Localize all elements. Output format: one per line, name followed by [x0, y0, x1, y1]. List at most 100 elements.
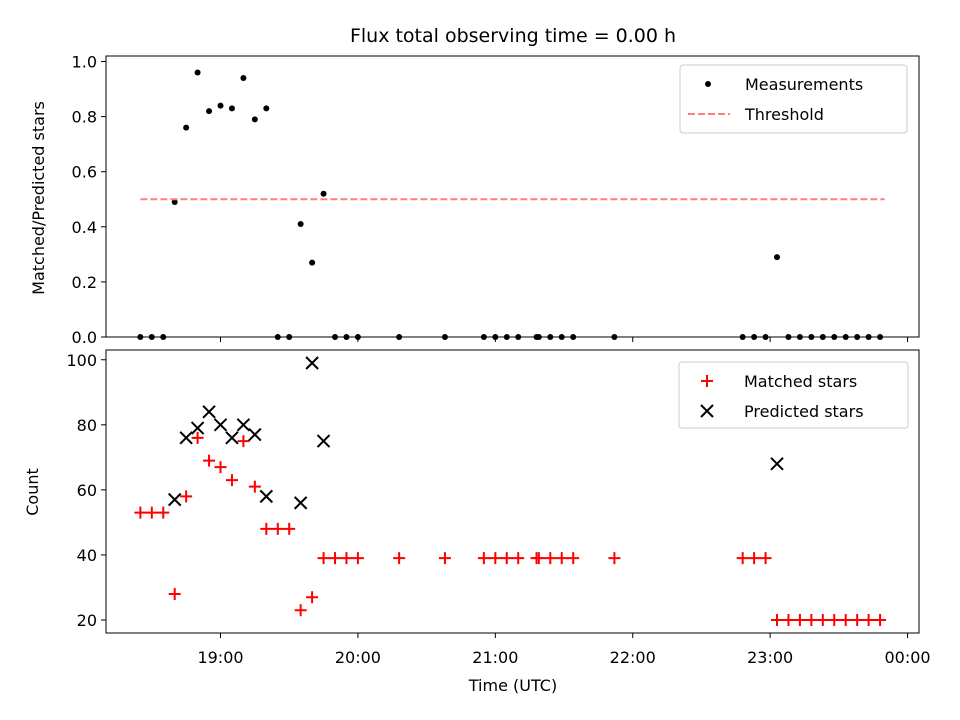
matched-stars-point — [805, 613, 818, 626]
plot-frame — [105, 349, 920, 634]
measurement-point — [251, 116, 258, 123]
legend: Measurements Threshold — [679, 64, 908, 134]
y-tick-label: 40 — [77, 546, 97, 565]
legend-measurement-swatch — [705, 81, 711, 87]
y-tick-label: 80 — [77, 416, 97, 435]
x-tick-label: 23:00 — [747, 648, 793, 667]
matched-stars-point — [248, 480, 261, 493]
legend-box — [679, 64, 908, 134]
legend-label: Threshold — [744, 105, 824, 124]
y-tick-label: 0.4 — [72, 218, 97, 237]
top-y-axis-label: Matched/Predicted stars — [29, 101, 48, 295]
predicted-stars-point — [259, 489, 274, 504]
matched-stars-point — [306, 591, 319, 604]
measurement-point — [228, 105, 235, 112]
legend-label: Matched stars — [744, 372, 857, 391]
legend-label: Measurements — [745, 75, 863, 94]
matched-stars-point — [294, 604, 307, 617]
matched-stars-point — [214, 461, 227, 474]
matched-stars-point — [793, 613, 806, 626]
measurement-point — [240, 75, 247, 82]
x-tick-label: 21:00 — [472, 648, 518, 667]
y-tick-label: 100 — [66, 351, 97, 370]
matched-stars-point — [759, 552, 772, 565]
series-matched-stars — [134, 431, 887, 626]
matched-stars-point — [532, 552, 545, 565]
matched-stars-point — [237, 435, 250, 448]
measurement-point — [206, 108, 213, 115]
y-tick-label: 0.2 — [72, 273, 97, 292]
predicted-stars-point — [305, 356, 319, 370]
matched-stars-point — [608, 552, 621, 565]
measurement-point — [309, 259, 316, 266]
matched-stars-point — [544, 552, 557, 565]
matched-stars-point — [351, 552, 364, 565]
matched-stars-point — [567, 552, 580, 565]
matched-stars-point — [500, 552, 513, 565]
measurement-point — [194, 69, 201, 76]
x-tick-label: 22:00 — [610, 648, 656, 667]
predicted-stars-point — [293, 496, 308, 510]
matched-stars-point — [329, 552, 342, 565]
matched-stars-point — [816, 613, 829, 626]
legend-matched-swatch — [701, 375, 713, 387]
matched-stars-point — [748, 552, 761, 565]
matched-stars-point — [180, 490, 193, 503]
measurement-point — [297, 221, 304, 228]
predicted-stars-point — [167, 492, 182, 507]
predicted-stars-point — [316, 434, 331, 448]
x-axis-label: Time (UTC) — [468, 676, 557, 695]
predicted-stars-point — [179, 431, 193, 445]
measurement-point — [263, 105, 270, 112]
matched-stars-point — [145, 506, 158, 519]
plot-frame — [105, 55, 920, 338]
x-tick-label: 20:00 — [335, 648, 381, 667]
predicted-stars-point — [202, 405, 216, 419]
predicted-stars-point — [213, 418, 228, 432]
matched-stars-point — [489, 552, 502, 565]
predicted-stars-point — [770, 457, 784, 471]
measurement-point — [217, 102, 224, 109]
matched-stars-point — [191, 431, 204, 444]
matched-stars-point — [168, 587, 181, 600]
y-tick-label: 20 — [77, 611, 97, 630]
matched-stars-point — [271, 522, 284, 535]
matched-stars-point — [134, 506, 147, 519]
matched-stars-point — [851, 613, 864, 626]
matched-stars-point — [874, 613, 887, 626]
matched-stars-point — [393, 552, 406, 565]
matched-stars-point — [736, 552, 749, 565]
x-tick-label: 19:00 — [197, 648, 243, 667]
measurement-point — [320, 190, 327, 197]
matched-stars-point — [438, 552, 451, 565]
chart-title: Flux total observing time = 0.00 h — [350, 25, 676, 47]
measurement-point — [171, 199, 178, 206]
matched-stars-point — [225, 474, 238, 487]
matched-stars-point — [260, 522, 273, 535]
matched-stars-point — [203, 454, 216, 467]
matched-stars-point — [317, 552, 330, 565]
matched-stars-point — [157, 506, 170, 519]
predicted-stars-point — [190, 421, 205, 435]
legend: Matched stars Predicted stars — [678, 361, 909, 429]
x-tick-label: 00:00 — [884, 648, 930, 667]
matched-stars-point — [828, 613, 841, 626]
measurement-point — [183, 124, 190, 131]
matched-stars-point — [839, 613, 852, 626]
legend-predicted-swatch — [700, 404, 714, 418]
matched-stars-point — [555, 552, 568, 565]
predicted-stars-point — [225, 431, 239, 445]
matched-stars-point — [477, 552, 490, 565]
y-tick-label: 0.6 — [72, 163, 97, 182]
matched-stars-point — [862, 613, 875, 626]
matched-stars-point — [340, 552, 353, 565]
legend-box — [678, 361, 909, 429]
y-tick-label: 0.8 — [72, 108, 97, 127]
y-tick-label: 60 — [77, 481, 97, 500]
predicted-stars-point — [236, 418, 251, 432]
matched-stars-point — [512, 552, 525, 565]
predicted-stars-point — [248, 427, 262, 442]
matched-stars-point — [771, 613, 784, 626]
series-predicted-stars — [167, 356, 784, 510]
